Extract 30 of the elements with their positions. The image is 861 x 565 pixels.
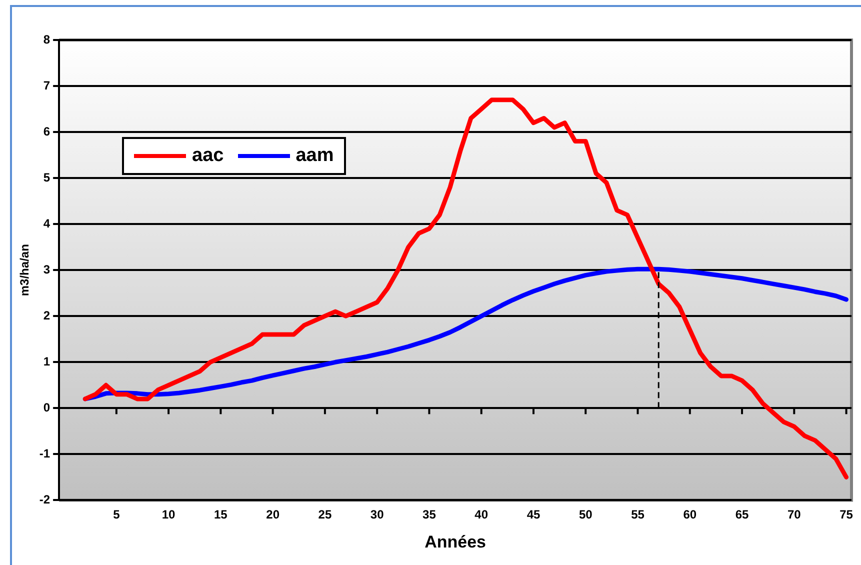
y-tick-label: 6: [43, 124, 50, 138]
x-tick-label: 10: [162, 508, 176, 522]
x-tick-label: 45: [526, 508, 540, 522]
y-tick-label: 4: [43, 216, 50, 230]
legend-label: aam: [296, 145, 334, 167]
y-tick-label: 1: [43, 354, 50, 368]
y-tick-label: 2: [43, 308, 50, 322]
y-tick-label: 8: [43, 32, 50, 46]
y-tick-label: 3: [43, 262, 50, 276]
legend-label: aac: [192, 145, 224, 167]
y-tick-label: 5: [43, 170, 50, 184]
x-axis-title: Années: [424, 532, 486, 552]
y-axis-title: m3/ha/an: [18, 244, 32, 296]
x-tick-label: 15: [214, 508, 228, 522]
x-tick-label: 40: [474, 508, 488, 522]
y-tick-label: -1: [39, 446, 50, 460]
x-tick-label: 55: [631, 508, 645, 522]
x-tick-label: 20: [266, 508, 280, 522]
x-tick-label: 25: [318, 508, 332, 522]
y-tick-label: -2: [39, 492, 50, 507]
x-tick-label: 5: [113, 508, 120, 522]
x-tick-label: 60: [683, 508, 697, 522]
x-tick-label: 30: [370, 508, 384, 522]
x-tick-label: 70: [787, 508, 802, 522]
y-tick-label: 0: [43, 400, 50, 414]
x-tick-label: 65: [735, 508, 750, 522]
x-tick-label: 75: [840, 508, 854, 522]
y-tick-label: 7: [43, 78, 50, 92]
x-tick-label: 35: [422, 508, 436, 522]
x-tick-label: 50: [578, 508, 593, 522]
